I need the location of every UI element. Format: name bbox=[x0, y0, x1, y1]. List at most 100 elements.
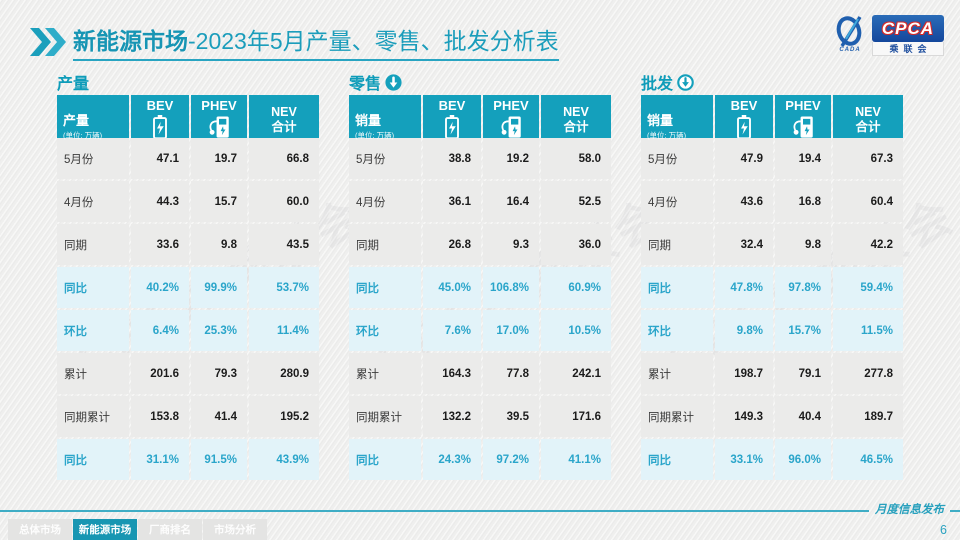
header-metric-name: 销量 bbox=[355, 113, 382, 128]
row-label: 5月份 bbox=[57, 138, 129, 179]
battery-icon bbox=[153, 115, 167, 140]
header-metric: 销量 (单位: 万辆) bbox=[641, 95, 713, 148]
cell-value: 36.0 bbox=[541, 224, 611, 265]
cell-value: 19.7 bbox=[191, 138, 247, 179]
cell-value: 91.5% bbox=[191, 439, 247, 480]
cell-value: 39.5 bbox=[483, 396, 539, 437]
row-label: 累计 bbox=[349, 353, 421, 394]
cell-value: 36.1 bbox=[423, 181, 481, 222]
header-phev-label: PHEV bbox=[785, 98, 821, 113]
retail-grid: 销量 (单位: 万辆) BEV PHEV bbox=[349, 95, 611, 480]
footer-rule-left bbox=[0, 510, 869, 512]
nav-tab-4[interactable]: 市场分析 bbox=[203, 519, 267, 540]
cell-value: 17.0% bbox=[483, 310, 539, 351]
cell-value: 198.7 bbox=[715, 353, 773, 394]
header-nev-line2: 合计 bbox=[855, 120, 881, 134]
cada-label: CADA bbox=[839, 47, 861, 53]
footer-label: 月度信息发布 bbox=[875, 502, 944, 516]
row-label: 5月份 bbox=[349, 138, 421, 179]
cell-value: 47.8% bbox=[715, 267, 773, 308]
cell-value: 19.2 bbox=[483, 138, 539, 179]
nav-tab-1[interactable]: 总体市场 bbox=[8, 519, 72, 540]
row-label: 同期累计 bbox=[57, 396, 129, 437]
cell-value: 106.8% bbox=[483, 267, 539, 308]
cell-value: 79.1 bbox=[775, 353, 831, 394]
section-label: 批发 bbox=[641, 76, 674, 93]
cell-value: 43.6 bbox=[715, 181, 773, 222]
cell-value: 189.7 bbox=[833, 396, 903, 437]
header-bev-label: BEV bbox=[730, 98, 758, 113]
row-label: 5月份 bbox=[641, 138, 713, 179]
cell-value: 15.7% bbox=[775, 310, 831, 351]
footer-rule: 月度信息发布 bbox=[0, 502, 960, 519]
cell-value: 201.6 bbox=[131, 353, 189, 394]
cell-value: 195.2 bbox=[249, 396, 319, 437]
header-metric: 销量 (单位: 万辆) bbox=[349, 95, 421, 148]
header-nev-line1: NEV bbox=[855, 105, 881, 119]
cpca-box: CPCA bbox=[872, 15, 944, 42]
row-label: 同期 bbox=[641, 224, 713, 265]
cell-value: 9.8 bbox=[775, 224, 831, 265]
arrow-down-outline-icon bbox=[677, 73, 694, 91]
cell-value: 9.8 bbox=[191, 224, 247, 265]
cell-value: 47.9 bbox=[715, 138, 773, 179]
row-label: 同比 bbox=[57, 439, 129, 480]
cell-value: 16.8 bbox=[775, 181, 831, 222]
cell-value: 59.4% bbox=[833, 267, 903, 308]
row-label: 累计 bbox=[641, 353, 713, 394]
double-chevron-icon bbox=[30, 27, 66, 56]
row-label: 同比 bbox=[349, 267, 421, 308]
cell-value: 9.8% bbox=[715, 310, 773, 351]
row-label: 4月份 bbox=[57, 181, 129, 222]
charger-icon bbox=[793, 116, 813, 138]
header-nev-line1: NEV bbox=[271, 105, 297, 119]
cell-value: 46.5% bbox=[833, 439, 903, 480]
title-bar: 新能源市场-2023年5月产量、零售、批发分析表 bbox=[30, 22, 559, 61]
wholesale-grid: 销量 (单位: 万辆) BEV PHEV bbox=[641, 95, 903, 480]
header-phev-label: PHEV bbox=[201, 98, 237, 113]
table-production: 产量 产量 (单位: 万辆) BEV PHEV bbox=[57, 70, 319, 480]
nav-tab-2[interactable]: 新能源市场 bbox=[73, 519, 137, 540]
cell-value: 43.9% bbox=[249, 439, 319, 480]
section-title-production: 产量 bbox=[57, 70, 319, 94]
cpca-logo: CADA CPCA 乘联会 bbox=[832, 15, 944, 56]
header-nev-line1: NEV bbox=[563, 105, 589, 119]
cell-value: 11.5% bbox=[833, 310, 903, 351]
cell-value: 32.4 bbox=[715, 224, 773, 265]
row-label: 4月份 bbox=[641, 181, 713, 222]
page-title-rest: -2023年5月产量、零售、批发分析表 bbox=[188, 28, 559, 54]
production-grid: 产量 (单位: 万辆) BEV PHEV bbox=[57, 95, 319, 480]
header-metric-name: 产量 bbox=[63, 113, 90, 128]
cell-value: 10.5% bbox=[541, 310, 611, 351]
row-label: 4月份 bbox=[349, 181, 421, 222]
cell-value: 132.2 bbox=[423, 396, 481, 437]
cell-value: 41.4 bbox=[191, 396, 247, 437]
header-nev-line2: 合计 bbox=[271, 120, 297, 134]
cell-value: 99.9% bbox=[191, 267, 247, 308]
header-metric-name: 销量 bbox=[647, 113, 674, 128]
cell-value: 277.8 bbox=[833, 353, 903, 394]
table-wholesale: 批发 销量 (单位: 万辆) BEV bbox=[641, 70, 903, 480]
cell-value: 66.8 bbox=[249, 138, 319, 179]
charger-icon bbox=[209, 116, 229, 138]
cell-value: 42.2 bbox=[833, 224, 903, 265]
cell-value: 60.0 bbox=[249, 181, 319, 222]
cell-value: 40.2% bbox=[131, 267, 189, 308]
cell-value: 15.7 bbox=[191, 181, 247, 222]
cell-value: 53.7% bbox=[249, 267, 319, 308]
cell-value: 47.1 bbox=[131, 138, 189, 179]
cell-value: 242.1 bbox=[541, 353, 611, 394]
page-number: 6 bbox=[940, 523, 947, 537]
cell-value: 77.8 bbox=[483, 353, 539, 394]
row-label: 同期累计 bbox=[641, 396, 713, 437]
cell-value: 44.3 bbox=[131, 181, 189, 222]
header-phev-label: PHEV bbox=[493, 98, 529, 113]
cada-swirl-icon bbox=[836, 16, 862, 47]
row-label: 同期 bbox=[57, 224, 129, 265]
cell-value: 31.1% bbox=[131, 439, 189, 480]
charger-icon bbox=[501, 116, 521, 138]
nav-tab-3[interactable]: 厂商排名 bbox=[138, 519, 202, 540]
cell-value: 171.6 bbox=[541, 396, 611, 437]
cell-value: 97.8% bbox=[775, 267, 831, 308]
cell-value: 45.0% bbox=[423, 267, 481, 308]
